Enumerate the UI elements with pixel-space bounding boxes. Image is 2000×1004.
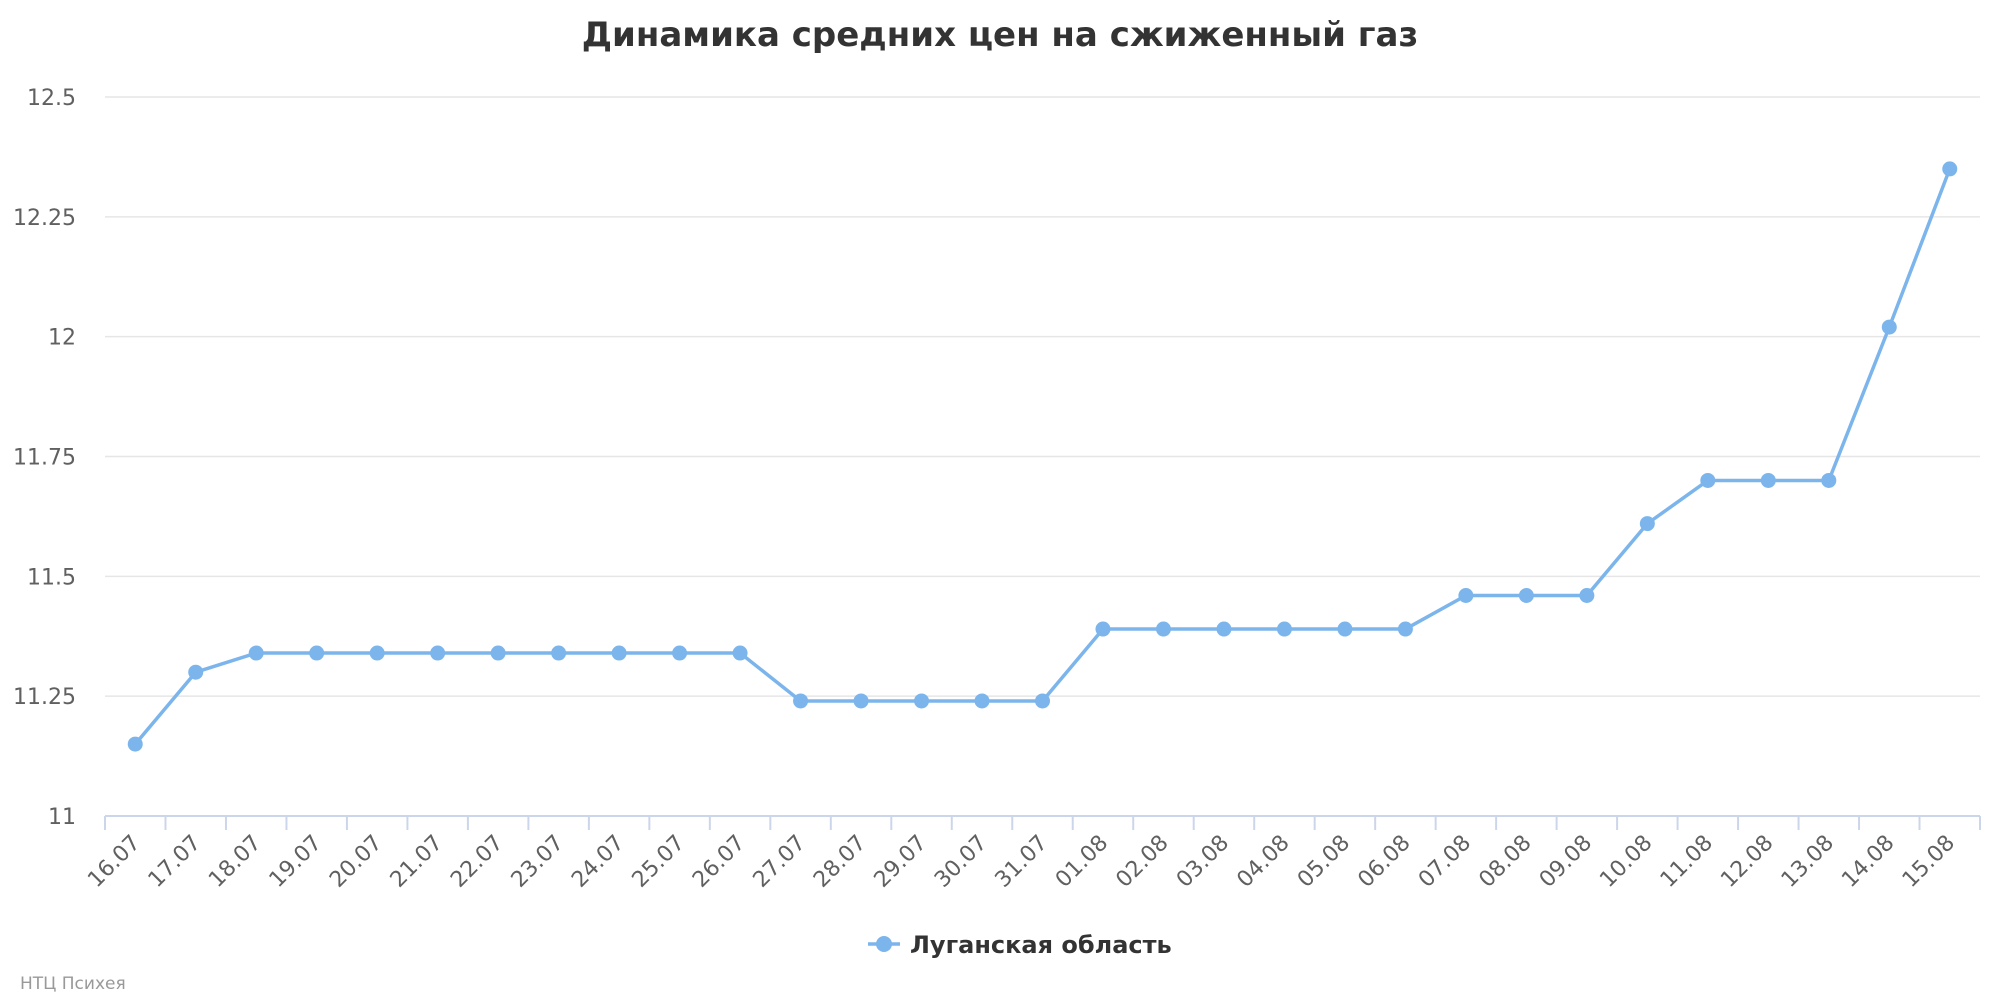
grid-lines [105,96,1980,697]
x-tick-label: 18.07 [204,831,266,893]
x-tick-label: 28.07 [809,831,871,893]
data-point[interactable] [1579,588,1595,604]
x-tick-label: 25.07 [628,831,690,893]
y-tick-label: 12.5 [27,86,76,111]
y-tick-label: 12.25 [13,206,76,231]
data-point[interactable] [1639,516,1655,532]
x-tick-label: 09.08 [1535,831,1597,893]
data-point[interactable] [1337,621,1353,637]
data-point[interactable] [853,693,869,709]
x-tick-label: 10.08 [1595,831,1657,893]
data-point[interactable] [1458,588,1474,604]
y-tick-label: 12 [48,326,76,351]
x-tick-label: 26.07 [688,831,750,893]
x-axis: 16.0717.0718.0719.0720.0721.0722.0723.07… [83,815,1981,893]
x-tick-label: 12.08 [1716,831,1778,893]
x-tick-label: 14.08 [1837,831,1899,893]
chart-credit[interactable]: НТЦ Психея [20,974,126,994]
data-point[interactable] [1942,161,1958,177]
x-tick-label: 19.07 [265,831,327,893]
x-tick-label: 27.07 [749,831,811,893]
data-point[interactable] [1881,319,1897,335]
x-tick-label: 15.08 [1898,831,1960,893]
data-point[interactable] [611,645,627,661]
data-point[interactable] [248,645,264,661]
data-point[interactable] [127,736,143,752]
data-point[interactable] [732,645,748,661]
y-tick-label: 11 [48,805,76,830]
series-layer [127,161,1958,752]
x-tick-label: 03.08 [1172,831,1234,893]
data-point[interactable] [1276,621,1292,637]
x-tick-label: 11.08 [1656,831,1718,893]
data-point[interactable] [1155,621,1171,637]
y-axis: 11 11.25 11.5 11.75 12 12.25 12.5 [13,86,76,830]
x-tick-label: 17.07 [144,831,206,893]
data-point[interactable] [1821,472,1837,488]
x-tick-label: 06.08 [1353,831,1415,893]
x-tick-label: 08.08 [1474,831,1536,893]
x-tick-label: 16.07 [83,831,145,893]
x-tick-label: 30.07 [930,831,992,893]
data-point[interactable] [490,645,506,661]
x-tick-label: 21.07 [386,831,448,893]
x-tick-label: 01.08 [1051,831,1113,893]
data-point[interactable] [1216,621,1232,637]
data-point[interactable] [551,645,567,661]
data-point[interactable] [309,645,325,661]
x-tick-label: 31.07 [991,831,1053,893]
data-point[interactable] [672,645,688,661]
data-point[interactable] [188,664,204,680]
x-tick-label: 05.08 [1293,831,1355,893]
data-point[interactable] [369,645,385,661]
data-point[interactable] [430,645,446,661]
data-point[interactable] [1760,472,1776,488]
y-tick-label: 11.25 [13,685,76,710]
data-point[interactable] [793,693,809,709]
data-point[interactable] [914,693,930,709]
data-point[interactable] [1518,588,1534,604]
x-tick-label: 07.08 [1414,831,1476,893]
legend-marker [876,936,892,952]
y-tick-label: 11.75 [13,446,76,471]
x-tick-label: 22.07 [446,831,508,893]
legend[interactable]: Луганская область [868,931,1172,959]
x-tick-label: 29.07 [870,831,932,893]
data-point[interactable] [974,693,990,709]
chart-title: Динамика средних цен на сжиженный газ [582,15,1419,55]
data-point[interactable] [1700,472,1716,488]
y-tick-label: 11.5 [27,565,76,590]
data-point[interactable] [1095,621,1111,637]
legend-label[interactable]: Луганская область [910,931,1172,959]
x-tick-label: 20.07 [325,831,387,893]
x-tick-label: 24.07 [567,831,629,893]
x-tick-label: 13.08 [1777,831,1839,893]
data-point[interactable] [1035,693,1050,709]
data-point[interactable] [1397,621,1413,637]
x-tick-label: 23.07 [507,831,569,893]
x-tick-label: 04.08 [1232,831,1294,893]
x-tick-label: 02.08 [1111,831,1173,893]
